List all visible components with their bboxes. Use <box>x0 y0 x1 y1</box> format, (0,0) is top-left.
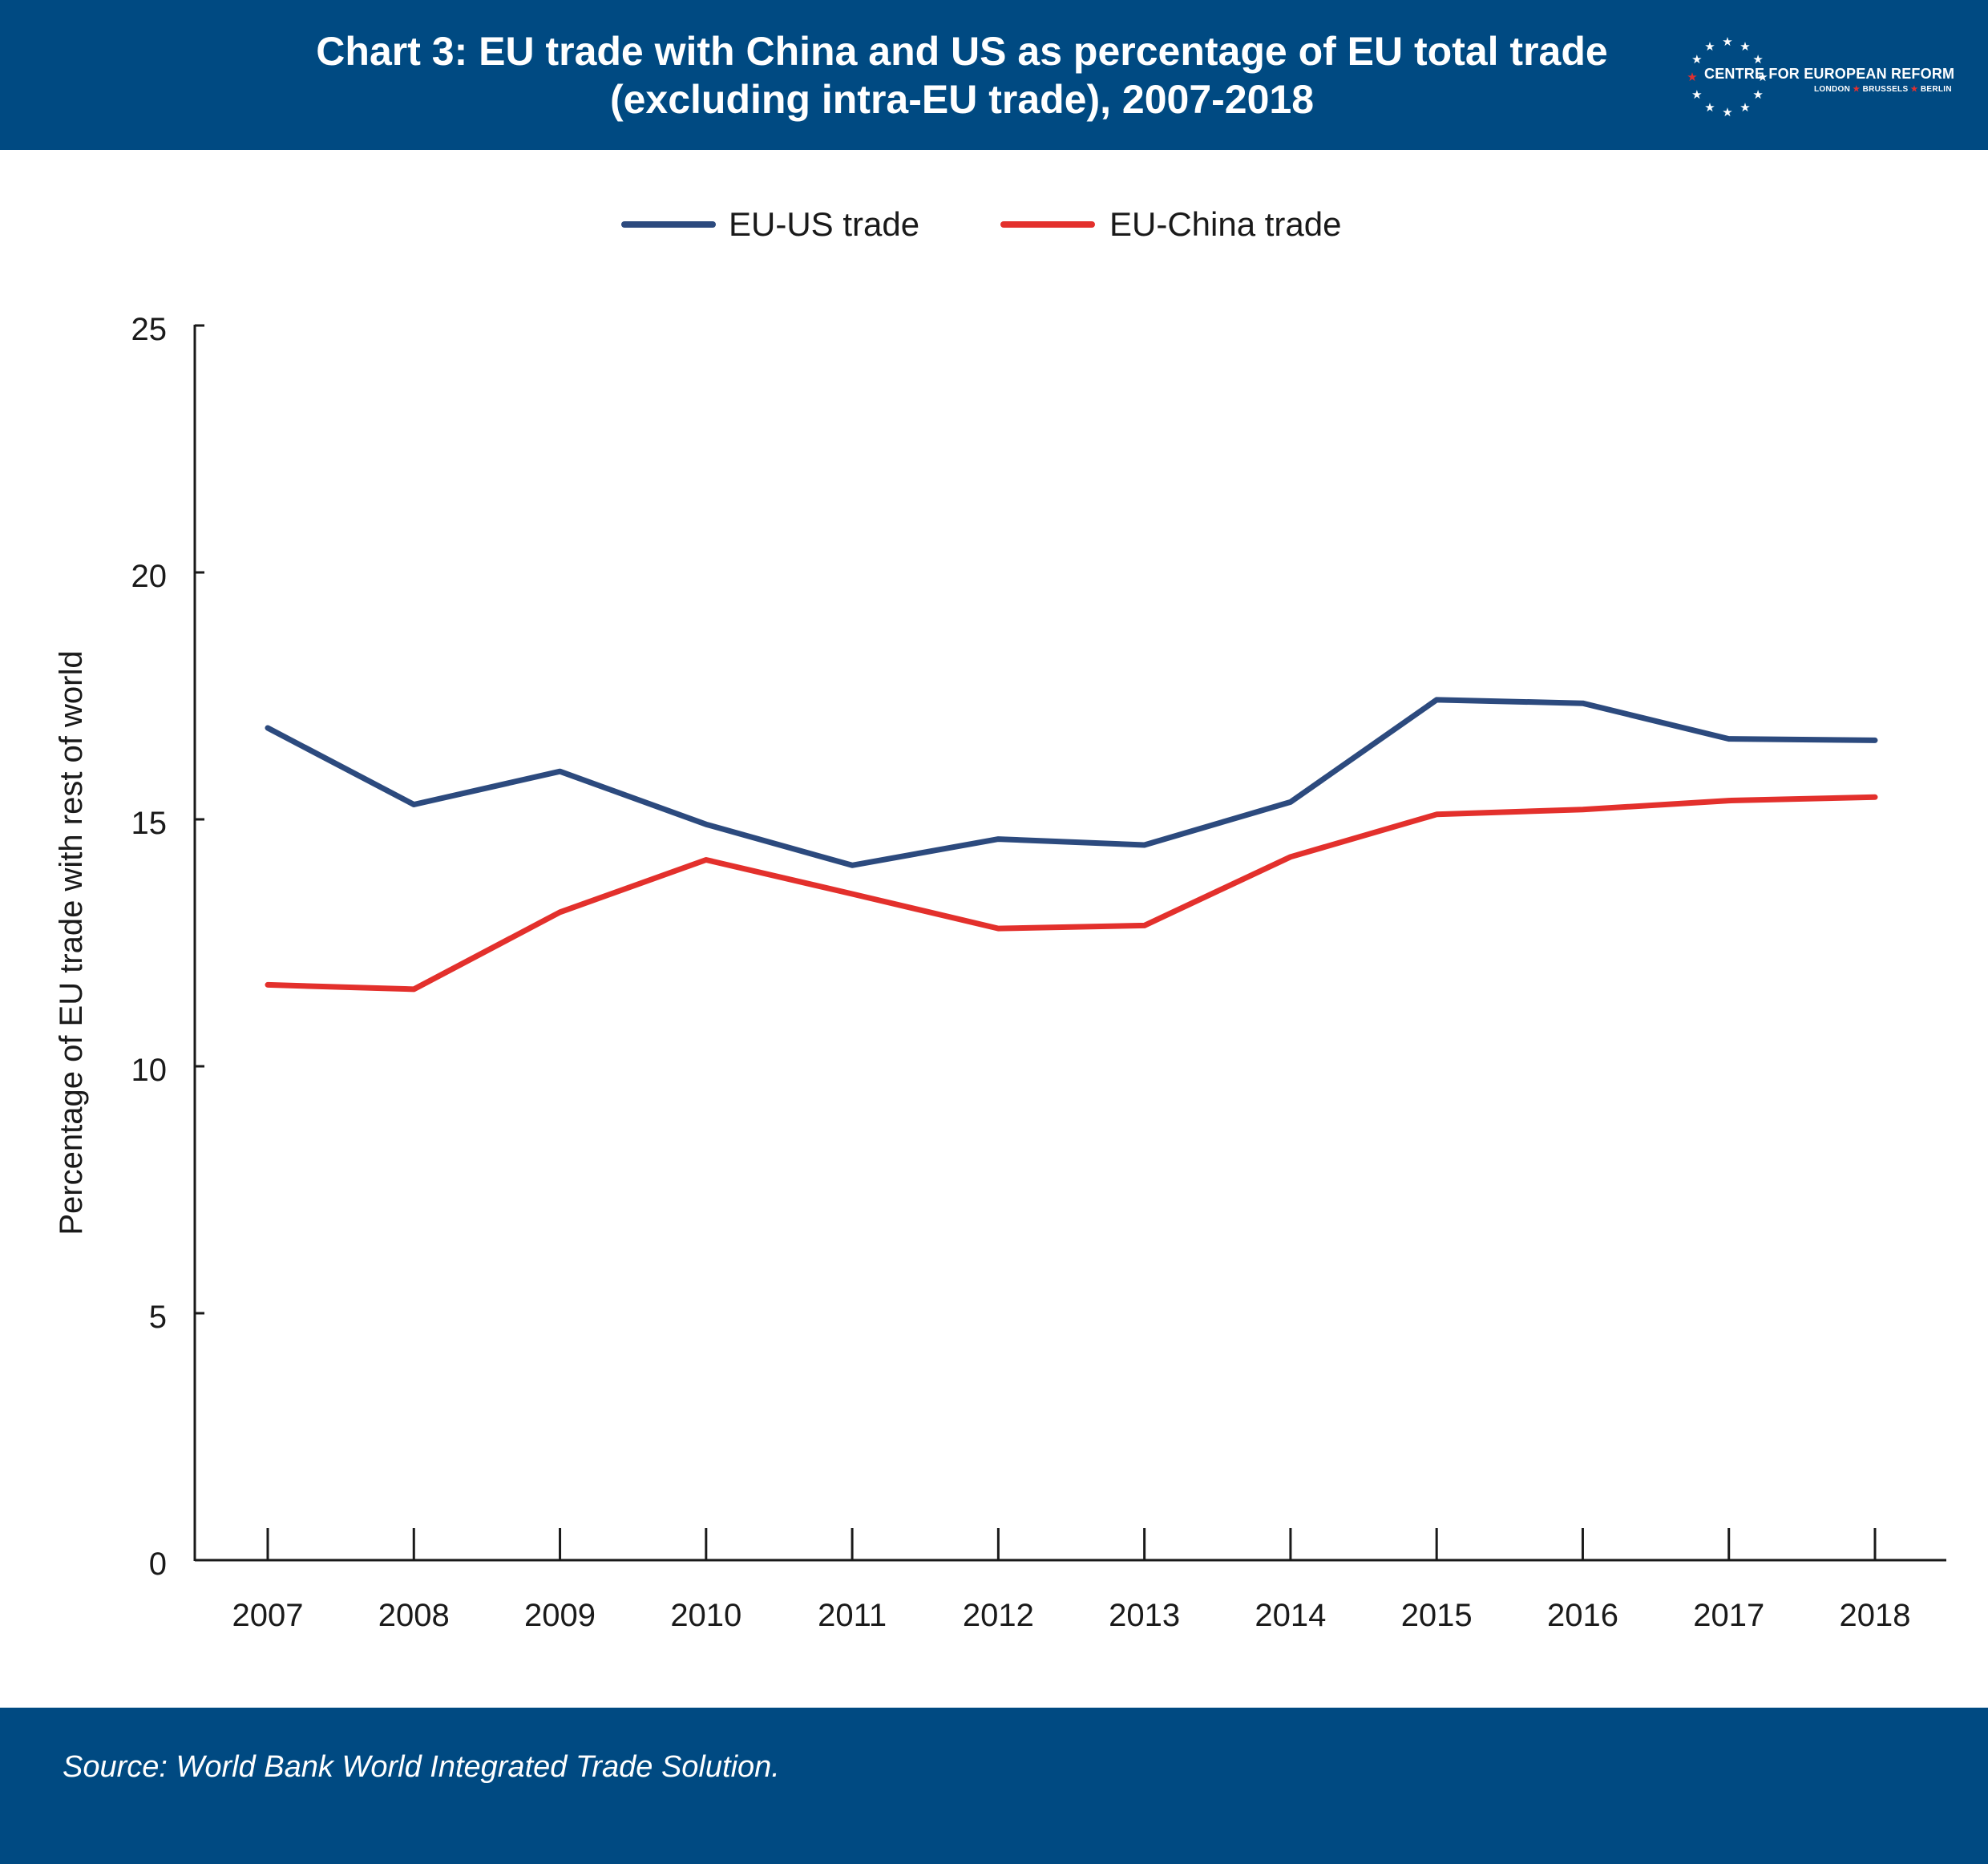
logo-separator-star-icon: ★ <box>1850 85 1863 94</box>
x-tick-label: 2014 <box>1255 1598 1326 1633</box>
chart-title: Chart 3: EU trade with China and US as p… <box>257 27 1667 123</box>
logo-star-icon: ★ <box>1752 52 1763 67</box>
logo-star-icon: ★ <box>1722 34 1732 49</box>
logo-name: CENTRE FOR EUROPEAN REFORM <box>1704 66 1955 82</box>
x-tick-label: 2018 <box>1840 1598 1911 1633</box>
logo-city-brussels: BRUSSELS <box>1862 85 1909 94</box>
eu-stars-icon: ★ ★★★★★★★★★★★ <box>1687 34 1768 119</box>
x-tick-label: 2011 <box>818 1598 887 1633</box>
cer-logo: ★ ★ ★ ★ ★ ★ ★ ★ ★ ★ ★ ★ CENTRE FOR EUROPEAN REFORM … <box>1683 32 1956 120</box>
legend-label: EU-US trade <box>729 205 919 243</box>
logo-star-icon: ★ <box>1740 39 1750 54</box>
y-tick-label: 10 <box>131 1053 168 1088</box>
logo-star-icon: ★ <box>1687 70 1697 84</box>
x-tick-label: 2009 <box>524 1598 596 1633</box>
y-tick-label: 0 <box>149 1547 167 1582</box>
y-tick-label: 5 <box>149 1300 167 1335</box>
x-tick-label: 2012 <box>963 1598 1034 1633</box>
chart-title-line-2: (excluding intra-EU trade), 2007-2018 <box>609 77 1315 122</box>
x-tick-label: 2008 <box>378 1598 450 1633</box>
x-tick-label: 2017 <box>1693 1598 1764 1633</box>
legend-label: EU-China trade <box>1109 205 1341 243</box>
x-tick-label: 2015 <box>1401 1598 1473 1633</box>
logo-city-london: LONDON <box>1814 85 1851 94</box>
x-tick-label: 2010 <box>670 1598 741 1633</box>
logo-star-icon: ★ <box>1691 87 1702 102</box>
logo-star-icon: ★ <box>1752 87 1763 102</box>
logo-star-icon: ★ <box>1757 70 1768 84</box>
line-chart: 0 5 10 15 20 25 2007 2008 2009 2010 2011 2012 2013 20… <box>54 205 1946 1633</box>
y-tick-label: 20 <box>131 559 168 594</box>
x-tick-label: 2007 <box>232 1598 304 1633</box>
y-axis-title: Percentage of EU trade with rest of worl… <box>54 650 89 1235</box>
x-tick-label: 2013 <box>1109 1598 1180 1633</box>
series-line-eu-china <box>265 794 1878 993</box>
source-note: Source: World Bank World Integrated Trad… <box>63 1750 780 1784</box>
header-banner <box>0 0 1988 150</box>
series-line-eu-us <box>265 697 1878 868</box>
y-tick-label: 15 <box>131 806 168 841</box>
y-tick-label: 25 <box>131 312 168 347</box>
logo-star-icon: ★ <box>1704 100 1715 115</box>
logo-star-icon: ★ <box>1704 39 1715 54</box>
logo-cities: LONDON ★ BRUSSELS ★ BERLIN <box>1814 85 1952 94</box>
chart-title-line-1: Chart 3: EU trade with China and US as p… <box>316 29 1608 74</box>
logo-star-icon: ★ <box>1740 100 1750 115</box>
x-tick-label: 2016 <box>1547 1598 1618 1633</box>
logo-separator-star-icon: ★ <box>1908 85 1921 94</box>
logo-city-berlin: BERLIN <box>1920 85 1952 94</box>
logo-star-icon: ★ <box>1691 52 1702 67</box>
logo-star-icon: ★ <box>1722 105 1732 119</box>
footer-banner <box>0 1708 1988 1864</box>
